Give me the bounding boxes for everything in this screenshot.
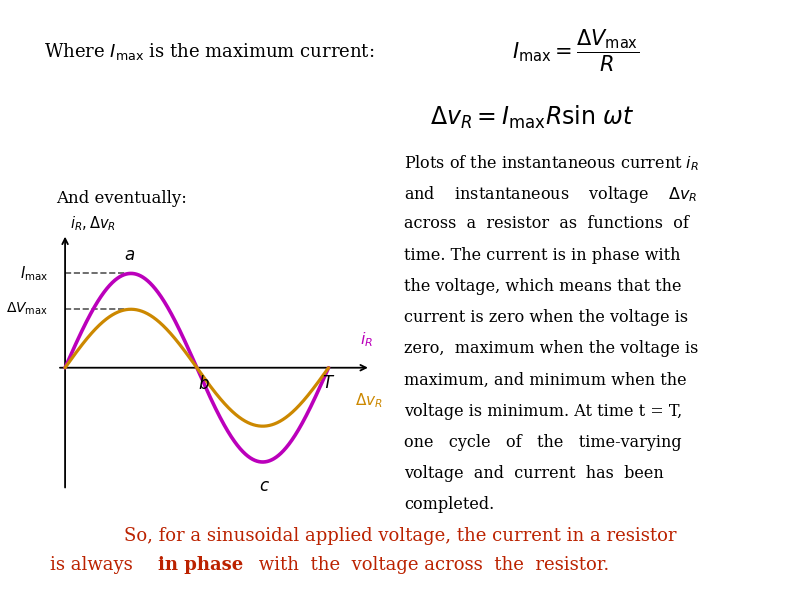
- Text: $\Delta V_{\mathrm{max}}$: $\Delta V_{\mathrm{max}}$: [6, 301, 48, 317]
- Text: Where $I_{\mathrm{max}}$ is the maximum current:: Where $I_{\mathrm{max}}$ is the maximum …: [44, 40, 374, 61]
- Text: voltage is minimum. At time t = T,: voltage is minimum. At time t = T,: [404, 403, 682, 419]
- Text: And eventually:: And eventually:: [56, 190, 187, 207]
- Text: one   cycle   of   the   time-varying: one cycle of the time-varying: [404, 434, 682, 451]
- Text: across  a  resistor  as  functions  of: across a resistor as functions of: [404, 215, 689, 232]
- Text: the voltage, which means that the: the voltage, which means that the: [404, 278, 682, 295]
- Text: $\Delta v_R = I_{\mathrm{max}}R\sin\,\omega t$: $\Delta v_R = I_{\mathrm{max}}R\sin\,\om…: [430, 103, 634, 131]
- Text: is always: is always: [50, 556, 138, 574]
- Text: current is zero when the voltage is: current is zero when the voltage is: [404, 309, 688, 326]
- Text: $b$: $b$: [198, 375, 210, 393]
- Text: $\Delta v_R$: $\Delta v_R$: [355, 391, 382, 410]
- Text: and    instantaneous    voltage    $\Delta v_R$: and instantaneous voltage $\Delta v_R$: [404, 184, 698, 205]
- Text: completed.: completed.: [404, 496, 494, 513]
- Text: voltage  and  current  has  been: voltage and current has been: [404, 465, 664, 482]
- Text: maximum, and minimum when the: maximum, and minimum when the: [404, 371, 686, 388]
- Text: Plots of the instantaneous current $i_R$: Plots of the instantaneous current $i_R$: [404, 153, 699, 173]
- Text: $i_R$: $i_R$: [360, 330, 374, 349]
- Text: $T$: $T$: [322, 375, 335, 392]
- Text: time. The current is in phase with: time. The current is in phase with: [404, 247, 681, 263]
- Text: zero,  maximum when the voltage is: zero, maximum when the voltage is: [404, 340, 698, 357]
- Text: $c$: $c$: [258, 478, 270, 495]
- Text: with  the  voltage across  the  resistor.: with the voltage across the resistor.: [253, 556, 609, 574]
- Text: $I_{\mathrm{max}} = \dfrac{\Delta V_{\mathrm{max}}}{R}$: $I_{\mathrm{max}} = \dfrac{\Delta V_{\ma…: [512, 28, 640, 74]
- Text: So, for a sinusoidal applied voltage, the current in a resistor: So, for a sinusoidal applied voltage, th…: [124, 527, 676, 545]
- Text: $I_{\mathrm{max}}$: $I_{\mathrm{max}}$: [20, 264, 48, 283]
- Text: in phase: in phase: [158, 556, 244, 574]
- Text: $i_R, \Delta v_R$: $i_R, \Delta v_R$: [70, 214, 116, 233]
- Text: $a$: $a$: [124, 247, 135, 264]
